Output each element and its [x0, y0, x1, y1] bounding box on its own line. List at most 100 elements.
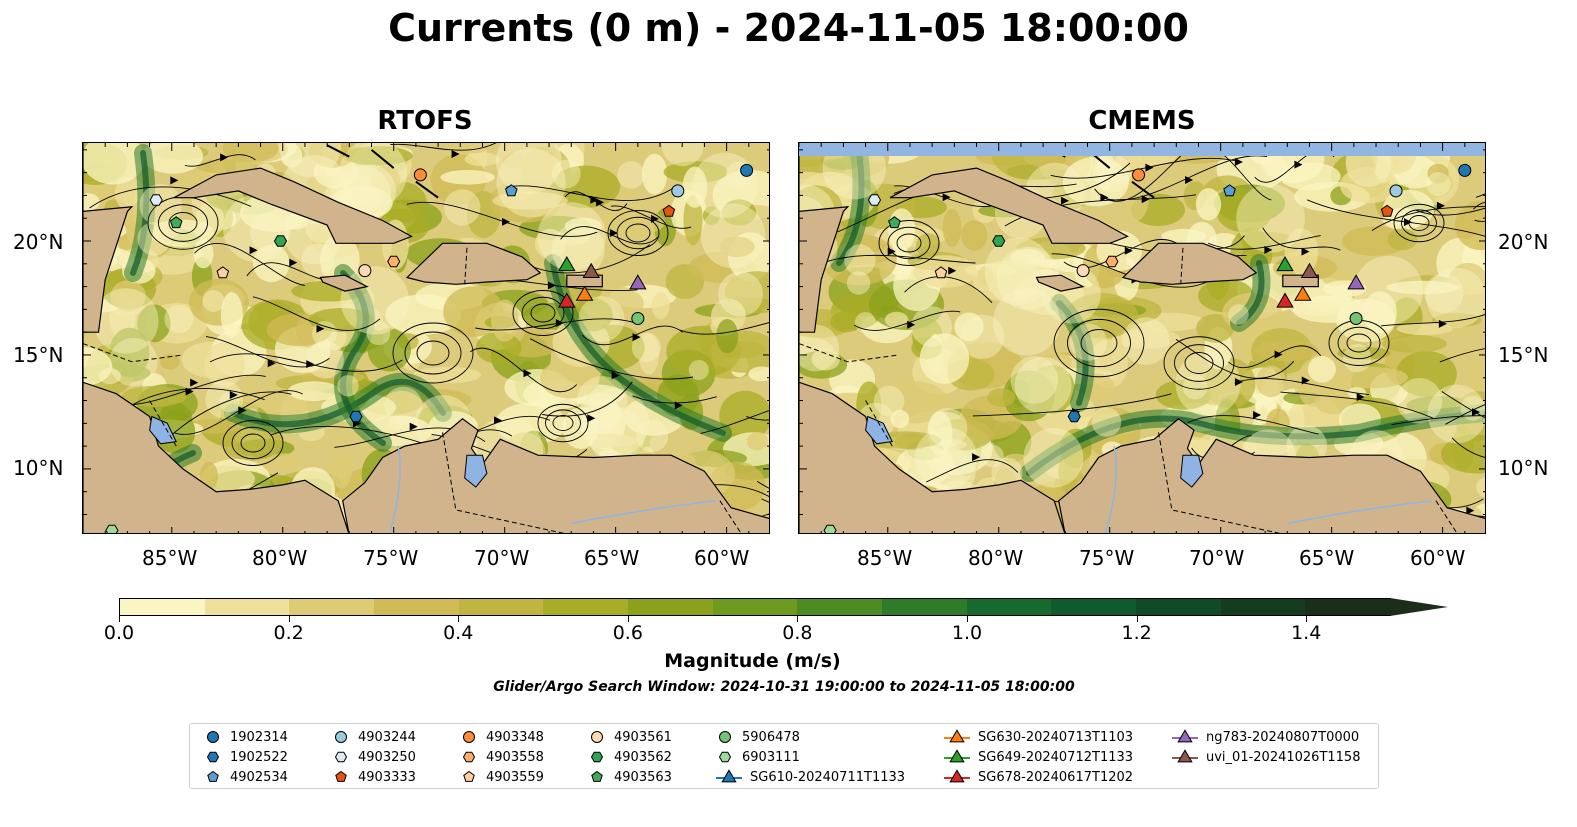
legend-label: 4903558	[486, 749, 544, 765]
legend-label: 1902314	[230, 729, 288, 745]
legend-label: 1902522	[230, 749, 288, 765]
lon-label-70w-rtofs: 70°W	[474, 546, 530, 570]
legend-entry: 6903111	[714, 748, 800, 766]
legend-marker	[207, 770, 219, 782]
legend-marker-icon	[944, 749, 970, 763]
platform-4903333	[662, 204, 676, 217]
platform-1902522	[1067, 410, 1081, 423]
legend-label: SG610-20240711T1133	[750, 769, 906, 785]
colorbar-segment	[374, 599, 459, 615]
platform-4903244	[1389, 184, 1403, 198]
colorbar-tick-label: 0.8	[782, 622, 813, 644]
colorbar-tick	[627, 616, 629, 622]
legend-label: 4902534	[230, 769, 288, 785]
lat-label-20n-right: 20°N	[1498, 230, 1549, 254]
legend-label: ng783-20240807T0000	[1206, 729, 1360, 745]
platform-4903562	[273, 235, 288, 247]
lon-label-75w-rtofs: 75°W	[363, 546, 419, 570]
platform-1902314	[1458, 163, 1472, 177]
colorbar-tick-label: 0.4	[443, 622, 474, 644]
colorbar-segment	[1220, 599, 1306, 615]
colorbar-tick	[1306, 616, 1308, 622]
lat-label-20n-left: 20°N	[13, 230, 64, 254]
lon-label-80w-cmems: 80°W	[968, 546, 1024, 570]
legend-label: 4903561	[614, 729, 672, 745]
legend-entry: SG610-20240711T1133	[714, 768, 905, 786]
lon-label-65w-rtofs: 65°W	[584, 546, 640, 570]
platform-4903559	[216, 266, 230, 279]
platform-5906478	[1349, 311, 1363, 325]
colorbar-segment	[712, 599, 798, 615]
legend-marker	[1177, 749, 1193, 763]
legend: 1902314 1902522 4902534 4903244 4903250 49033…	[189, 723, 1379, 789]
legend-label: 4903244	[358, 729, 416, 745]
colorbar-segment	[966, 599, 1052, 615]
platform-4903562	[992, 235, 1006, 247]
map-panel-cmems	[798, 142, 1486, 534]
legend-label: 4903562	[614, 749, 672, 765]
legend-entry: 1902522	[202, 748, 288, 766]
legend-label: 4903559	[486, 769, 544, 785]
legend-marker	[206, 751, 220, 763]
land-cuba	[173, 167, 413, 244]
platform-4903558	[1105, 255, 1119, 268]
land-jamaica	[319, 274, 369, 292]
colorbar-tick	[288, 616, 290, 622]
legend-entry: SG649-20240712T1133	[942, 748, 1133, 766]
legend-marker	[207, 731, 219, 743]
no-data-band	[799, 143, 1485, 156]
legend-entry: ng783-20240807T0000	[1170, 728, 1359, 746]
legend-entry: 4903558	[458, 748, 544, 766]
land-southamerica	[342, 418, 769, 533]
legend-marker	[590, 751, 604, 763]
platform-4903563	[169, 216, 183, 229]
legend-entry: 4903561	[586, 728, 672, 746]
legend-label: 4903333	[358, 769, 416, 785]
lat-label-15n-right: 15°N	[1498, 343, 1549, 367]
legend-entry: 4903244	[330, 728, 416, 746]
colorbar-tick-label: 0.2	[273, 622, 304, 644]
legend-marker	[949, 749, 965, 763]
colorbar-segment	[1136, 599, 1221, 615]
panel-title-rtofs: RTOFS	[377, 106, 473, 136]
legend-entry: SG630-20240713T1103	[942, 728, 1133, 746]
legend-marker	[721, 769, 737, 783]
legend-marker	[718, 751, 732, 763]
platform-SG678-20240617T1202	[558, 292, 576, 308]
land-jamaica	[1035, 274, 1085, 292]
platform-4903250	[149, 194, 163, 206]
platform-SG630-20240713T1103	[1294, 285, 1312, 301]
legend-marker	[335, 770, 347, 782]
legend-marker-icon	[591, 770, 603, 782]
platform-4903244	[671, 184, 685, 198]
legend-marker-icon	[335, 770, 347, 782]
legend-label: 6903111	[742, 749, 800, 765]
legend-marker	[463, 770, 475, 782]
legend-marker-icon	[462, 751, 476, 763]
legend-entry: uvi_01-20241026T1158	[1170, 748, 1360, 766]
platform-ng783-20240807T0000	[629, 274, 647, 290]
platform-SG678-20240617T1202	[1276, 292, 1294, 308]
lake-maracaibo	[1180, 454, 1204, 488]
legend-marker	[334, 751, 348, 763]
legend-entry: 4903563	[586, 768, 672, 786]
platform-4903333	[1380, 204, 1394, 217]
platform-4903559	[934, 266, 948, 279]
colorbar-tick-label: 1.4	[1291, 622, 1322, 644]
map-panel-rtofs	[82, 142, 770, 534]
legend-marker	[462, 751, 476, 763]
platform-SG630-20240713T1103	[575, 285, 594, 301]
colorbar-segment	[1305, 599, 1391, 615]
legend-marker-icon	[716, 769, 742, 783]
legend-marker	[591, 731, 603, 743]
platform-4903250	[867, 194, 882, 206]
colorbar-tick-label: 1.0	[951, 622, 983, 644]
legend-label: 5906478	[742, 729, 800, 745]
legend-marker-icon	[463, 770, 475, 782]
platform-6903111	[105, 524, 119, 533]
colorbar-segment	[120, 599, 205, 615]
platform-4903563	[888, 216, 901, 229]
legend-label: 4903250	[358, 749, 416, 765]
lat-label-10n-left: 10°N	[13, 456, 64, 480]
lake-nicaragua	[149, 415, 177, 445]
